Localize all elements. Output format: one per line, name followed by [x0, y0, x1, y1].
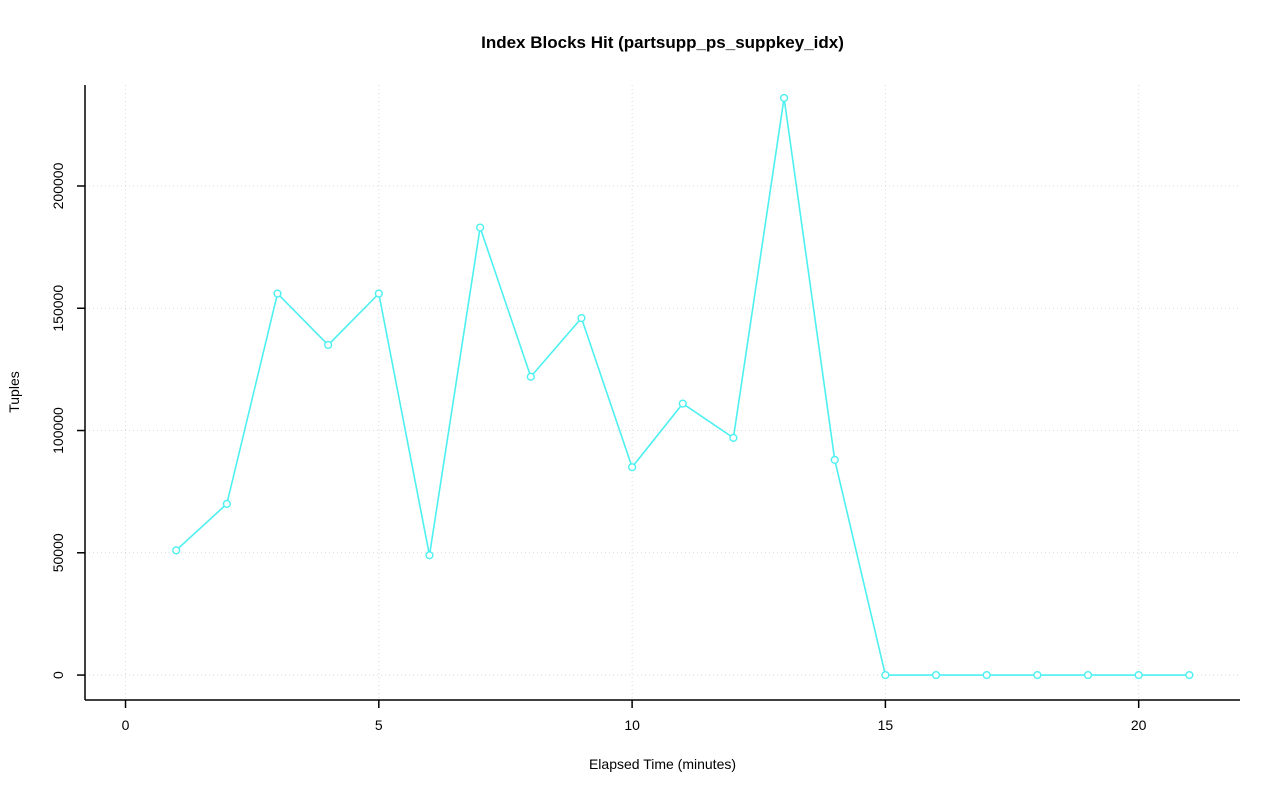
- x-tick-label: 0: [122, 717, 130, 733]
- data-point: [1033, 670, 1042, 680]
- series-line: [175, 97, 1190, 676]
- data-point: [729, 433, 738, 442]
- y-tick-label: 150000: [50, 285, 66, 332]
- data-point: [982, 670, 991, 680]
- data-point: [1134, 670, 1143, 680]
- y-tick-label: 50000: [50, 533, 66, 572]
- data-point: [273, 289, 282, 298]
- x-tick-label: 10: [624, 717, 640, 733]
- data-point: [374, 289, 383, 298]
- y-tick-label: 0: [50, 671, 66, 679]
- y-axis: 0 50000 100000 150000 200000: [50, 85, 86, 700]
- data-point: [779, 93, 789, 103]
- data-point: [1185, 670, 1194, 680]
- data-point: [881, 670, 890, 680]
- data-point: [628, 463, 637, 472]
- y-axis-label: Tuples: [6, 371, 22, 413]
- data-point: [1083, 670, 1093, 680]
- data-point: [526, 372, 535, 381]
- x-tick-label: 5: [375, 717, 383, 733]
- x-tick-label: 15: [878, 717, 894, 733]
- data-point: [172, 546, 181, 555]
- data-point: [577, 313, 586, 323]
- y-tick-label: 200000: [50, 162, 66, 209]
- data-series: [172, 93, 1194, 680]
- data-point: [931, 670, 941, 680]
- x-tick-label: 20: [1131, 717, 1147, 733]
- x-axis: 0 5 10 15 20: [85, 699, 1240, 733]
- data-point: [222, 499, 231, 508]
- data-point: [425, 551, 434, 560]
- x-axis-label: Elapsed Time (minutes): [588, 756, 737, 772]
- data-point: [476, 223, 485, 232]
- chart-title: Index Blocks Hit (partsupp_ps_suppkey_id…: [481, 33, 844, 52]
- data-point: [830, 455, 839, 464]
- data-point: [678, 399, 687, 408]
- data-point: [324, 340, 333, 350]
- y-tick-label: 100000: [50, 407, 66, 454]
- gridlines: [85, 85, 1240, 700]
